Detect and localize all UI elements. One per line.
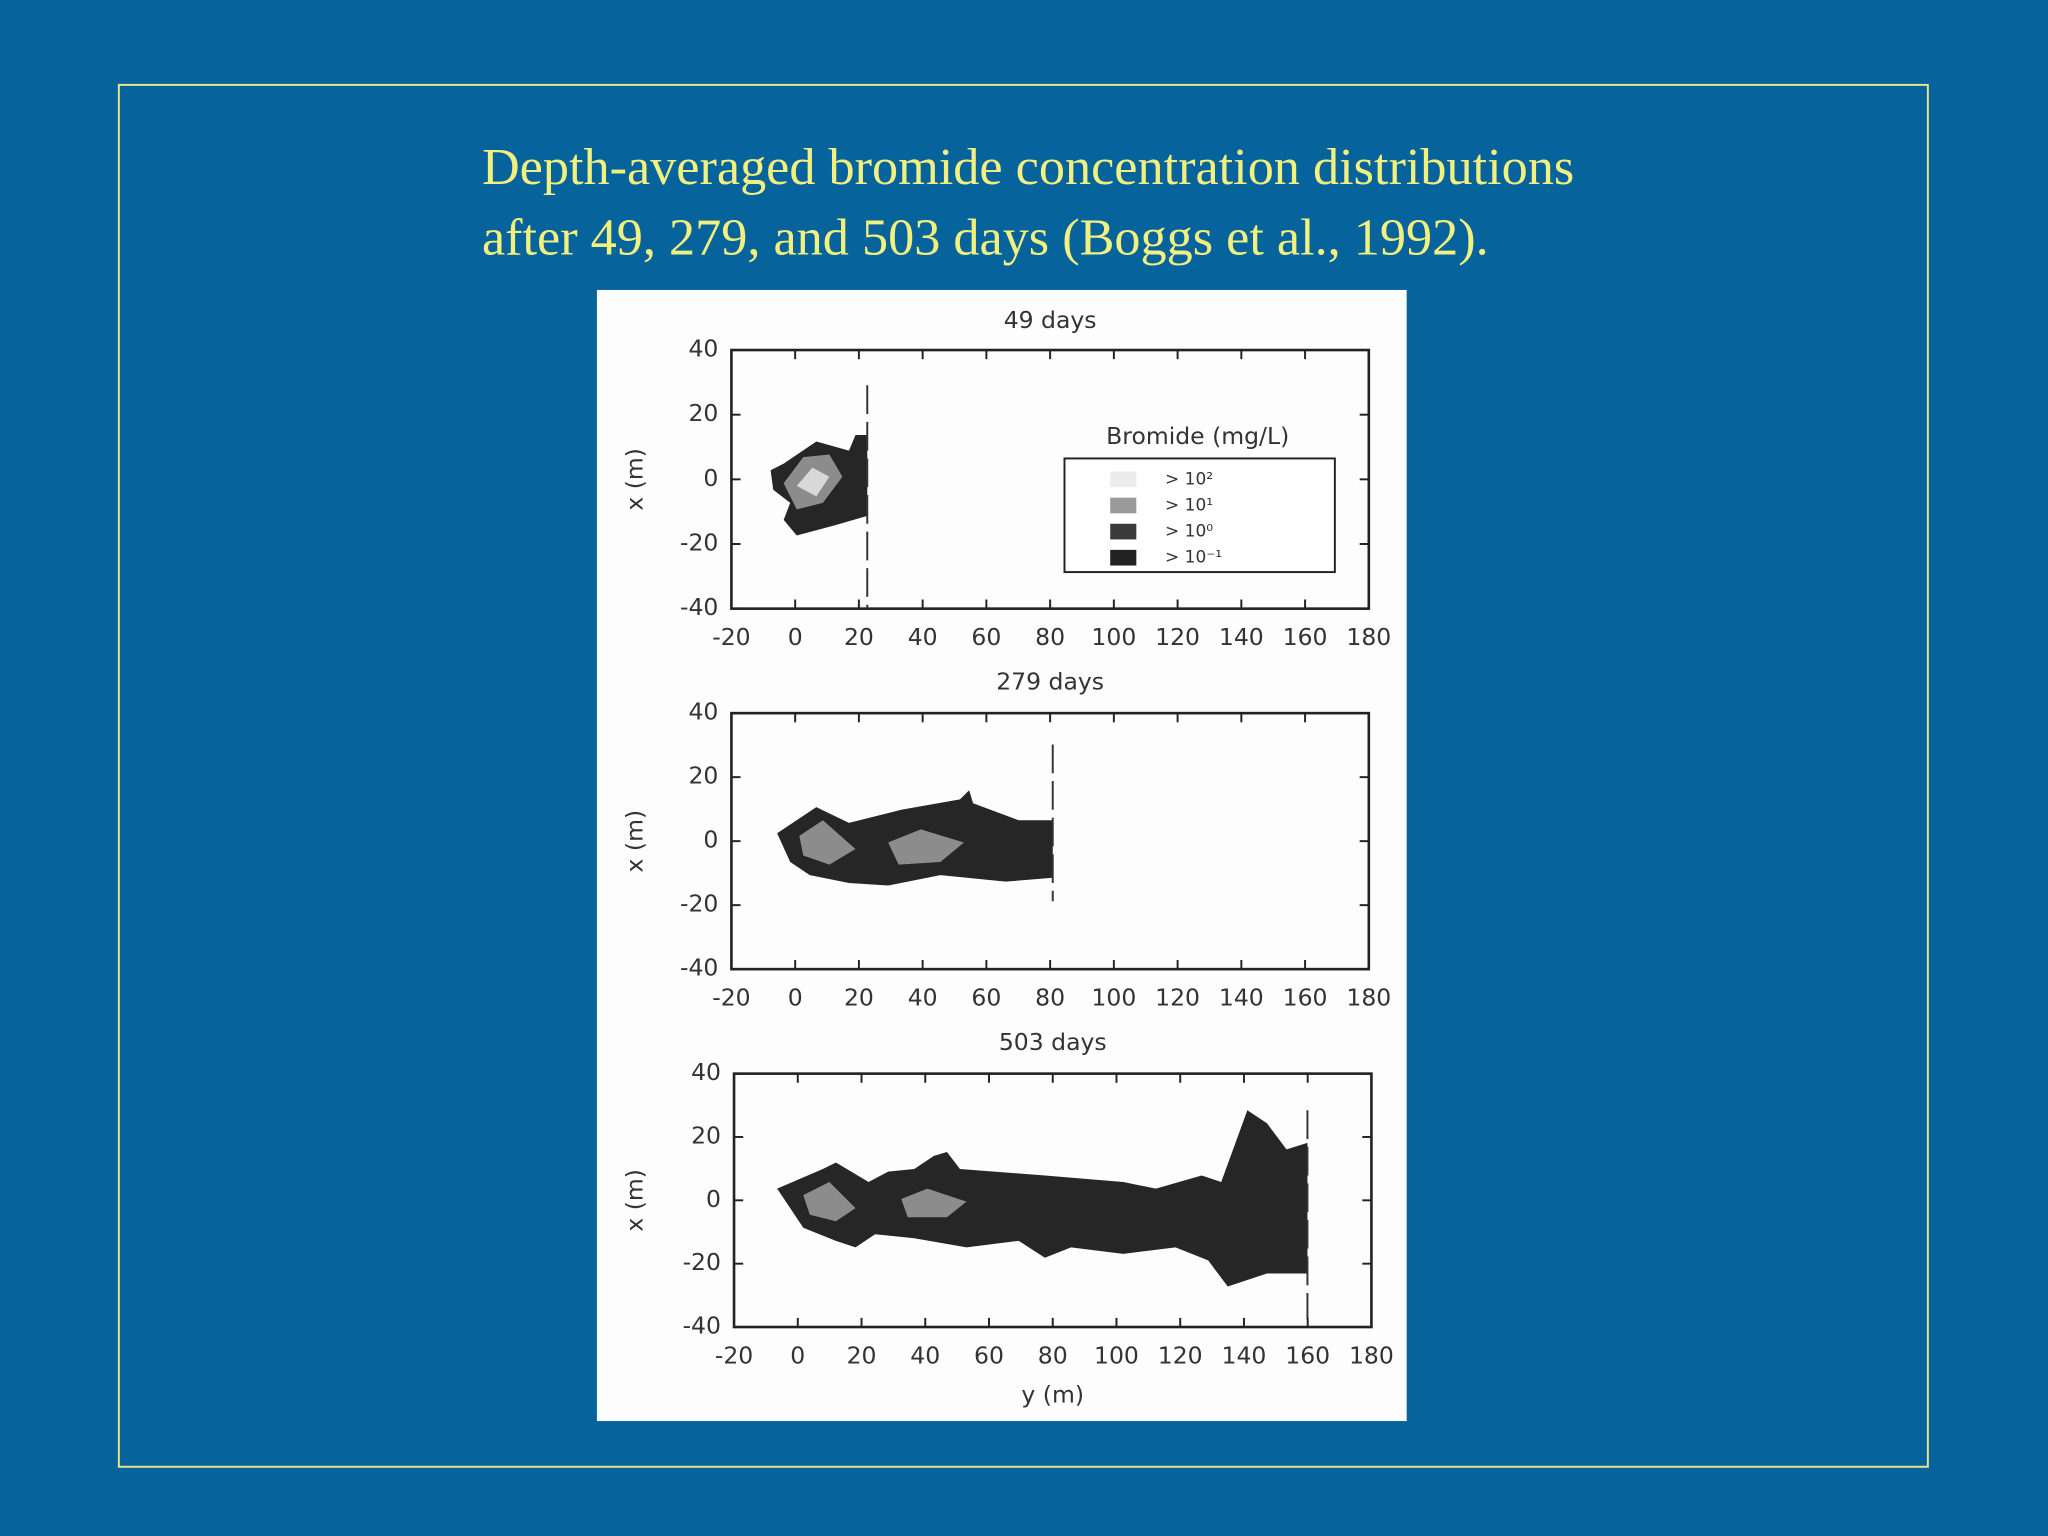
legend-label: > 10⁰ bbox=[1165, 522, 1213, 542]
y-tick-label: 0 bbox=[706, 1185, 721, 1213]
x-tick-label: -20 bbox=[712, 623, 750, 651]
x-tick-label: 80 bbox=[1035, 984, 1065, 1012]
legend-label: > 10² bbox=[1165, 469, 1213, 489]
plume-middle bbox=[803, 1182, 856, 1222]
x-tick-label: 120 bbox=[1158, 1342, 1203, 1370]
x-tick-label: 120 bbox=[1155, 623, 1200, 651]
x-tick-label: 0 bbox=[788, 623, 803, 651]
legend-label: > 10⁻¹ bbox=[1165, 548, 1222, 568]
chart-title: 503 days bbox=[999, 1028, 1107, 1056]
y-tick-label: 40 bbox=[691, 1058, 721, 1086]
y-tick-label: -40 bbox=[683, 1312, 721, 1340]
x-tick-label: 20 bbox=[844, 984, 874, 1012]
y-axis-label: x (m) bbox=[621, 448, 649, 511]
legend-swatch bbox=[1110, 471, 1137, 488]
x-tick-label: 40 bbox=[908, 984, 938, 1012]
plume-middle bbox=[799, 820, 856, 865]
x-tick-label: 60 bbox=[974, 1342, 1004, 1370]
x-tick-label: 160 bbox=[1283, 984, 1328, 1012]
x-tick-label: 180 bbox=[1346, 623, 1391, 651]
y-tick-label: 20 bbox=[688, 399, 718, 427]
legend-title: Bromide (mg/L) bbox=[1106, 422, 1289, 450]
x-tick-label: 180 bbox=[1346, 984, 1391, 1012]
x-tick-label: 140 bbox=[1222, 1342, 1267, 1370]
legend-swatch bbox=[1110, 549, 1137, 566]
chart-title: 49 days bbox=[1004, 306, 1097, 334]
x-tick-label: 0 bbox=[790, 1342, 805, 1370]
x-tick-label: 180 bbox=[1349, 1342, 1394, 1370]
slide-frame bbox=[117, 83, 1929, 1468]
x-tick-label: 120 bbox=[1155, 984, 1200, 1012]
x-tick-label: 80 bbox=[1038, 1342, 1068, 1370]
legend-label: > 10¹ bbox=[1165, 495, 1213, 515]
y-tick-label: 40 bbox=[688, 698, 718, 726]
x-tick-label: 140 bbox=[1219, 984, 1264, 1012]
plume-core bbox=[796, 467, 830, 497]
plume-middle bbox=[901, 1188, 967, 1218]
x-tick-label: 100 bbox=[1091, 984, 1136, 1012]
y-tick-label: 40 bbox=[688, 335, 718, 363]
legend-box bbox=[1063, 457, 1336, 574]
x-tick-label: -20 bbox=[715, 1342, 753, 1370]
x-tick-label: 40 bbox=[908, 623, 938, 651]
x-tick-label: 40 bbox=[910, 1342, 940, 1370]
y-tick-label: 20 bbox=[688, 762, 718, 790]
x-tick-label: 60 bbox=[971, 984, 1001, 1012]
x-tick-label: 100 bbox=[1091, 623, 1136, 651]
x-tick-label: 100 bbox=[1094, 1342, 1139, 1370]
x-tick-label: 60 bbox=[971, 623, 1001, 651]
x-tick-label: 20 bbox=[847, 1342, 877, 1370]
x-tick-label: 20 bbox=[844, 623, 874, 651]
x-axis-label: y (m) bbox=[1021, 1381, 1084, 1409]
y-tick-label: 20 bbox=[691, 1121, 721, 1149]
x-tick-label: 140 bbox=[1219, 623, 1264, 651]
y-tick-label: -20 bbox=[683, 1248, 721, 1276]
y-tick-label: -20 bbox=[680, 529, 718, 557]
plume-middle bbox=[888, 829, 964, 865]
y-tick-label: -20 bbox=[680, 890, 718, 918]
y-axis-label: x (m) bbox=[621, 1169, 649, 1232]
legend-swatch bbox=[1110, 497, 1137, 514]
x-tick-label: 0 bbox=[788, 984, 803, 1012]
y-tick-label: 0 bbox=[703, 826, 718, 854]
x-tick-label: 80 bbox=[1035, 623, 1065, 651]
chart-title: 279 days bbox=[996, 668, 1104, 696]
y-tick-label: 0 bbox=[703, 464, 718, 492]
x-tick-label: -20 bbox=[712, 984, 750, 1012]
plume-outer bbox=[777, 1110, 1308, 1287]
slide-title-line: Depth-averaged bromide concentration dis… bbox=[482, 138, 1574, 196]
y-tick-label: -40 bbox=[680, 593, 718, 621]
legend-swatch bbox=[1110, 523, 1137, 540]
y-axis-label: x (m) bbox=[621, 810, 649, 873]
x-tick-label: 160 bbox=[1283, 623, 1328, 651]
y-tick-label: -40 bbox=[680, 954, 718, 982]
slide-title-line: after 49, 279, and 503 days (Boggs et al… bbox=[482, 209, 1489, 267]
x-tick-label: 160 bbox=[1285, 1342, 1330, 1370]
